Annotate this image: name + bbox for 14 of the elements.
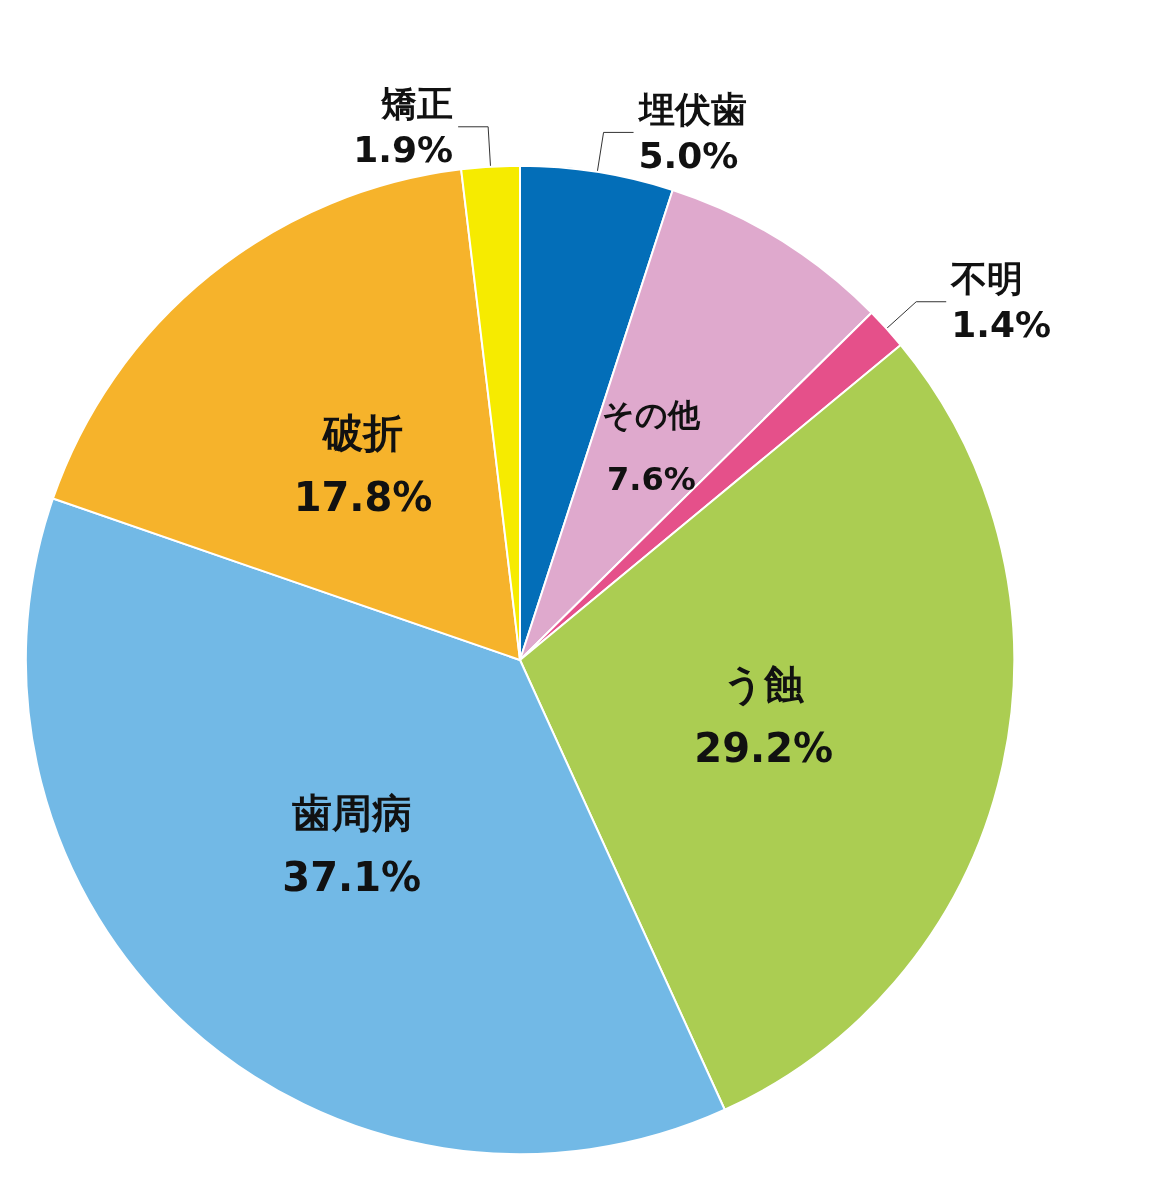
slice-label: 矯正 xyxy=(380,83,454,125)
data-label: 1.4% xyxy=(951,304,1052,346)
slice-label: その他 xyxy=(602,396,702,435)
data-label: 29.2% xyxy=(694,725,834,772)
slice-label: 破折 xyxy=(321,410,404,457)
data-label: 1.9% xyxy=(353,129,454,171)
data-label: 17.8% xyxy=(293,474,433,521)
slice-label: 不明 xyxy=(950,258,1024,300)
slice-label: 歯周病 xyxy=(291,789,412,836)
slice-label: 埋伏歯 xyxy=(636,88,747,130)
data-label: 7.6% xyxy=(606,460,696,499)
slice-label: う蝕 xyxy=(723,661,806,708)
data-label: 5.0% xyxy=(638,134,739,176)
data-label: 37.1% xyxy=(282,853,422,900)
